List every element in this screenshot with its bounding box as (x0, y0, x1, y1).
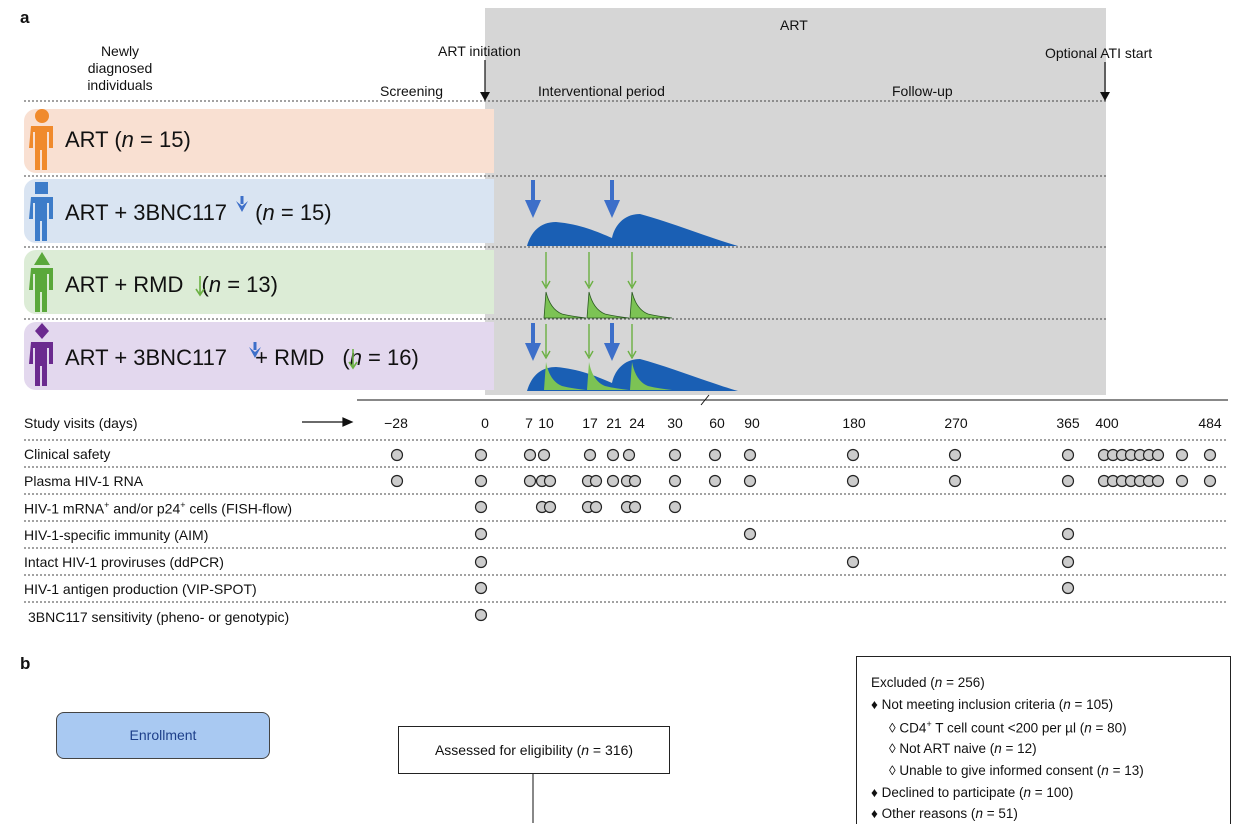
excluded-line-5: ♦ Declined to participate (n = 100) (871, 785, 1074, 800)
excluded-line-0: Excluded (n = 256) (871, 675, 985, 690)
visit-circles (390, 448, 1217, 622)
assay-row-separators (24, 439, 1228, 603)
pk-curves-rmd (543, 291, 673, 319)
dose-arrows-3bnc117 (525, 180, 620, 218)
row-aim: HIV-1-specific immunity (AIM) (24, 527, 209, 543)
day-tick-365: 365 (1056, 415, 1080, 431)
excluded-line-6: ♦ Other reasons (n = 51) (871, 806, 1018, 821)
interventional-label: Interventional period (538, 83, 665, 99)
arm-label-art: ART (n = 15) (65, 127, 191, 152)
person-icon-3bnc117 (29, 182, 53, 241)
study-visits-label: Study visits (days) (24, 415, 138, 431)
row-clinical-safety: Clinical safety (24, 446, 111, 462)
dose-arrows-rmd-combo (541, 324, 637, 360)
screening-label: Screening (380, 83, 444, 99)
row-plasma-rna: Plasma HIV-1 RNA (24, 473, 144, 489)
followup-label: Follow-up (892, 83, 953, 99)
day-tick-180: 180 (842, 415, 866, 431)
pk-curve-3bnc117 (527, 214, 738, 246)
day-tick-21: 21 (606, 415, 622, 431)
excluded-line-2: ◊ CD4+ T cell count <200 per µl (n = 80) (889, 719, 1127, 736)
day-tick-270: 270 (944, 415, 968, 431)
day-tick-90: 90 (744, 415, 760, 431)
person-icon-art (29, 109, 53, 170)
day-tick-neg28: −28 (384, 415, 408, 431)
newly-diagnosed-label: Newly diagnosed individuals (87, 43, 153, 93)
assessed-box: Assessed for eligibility (n = 316) (398, 726, 670, 774)
dose-arrows-rmd (541, 252, 637, 290)
arm-box-rmd (24, 250, 494, 314)
row-fish-flow: HIV-1 mRNA+ and/or p24+ cells (FISH-flow… (24, 500, 293, 517)
day-tick-400: 400 (1095, 415, 1119, 431)
arrow-icon-3bnc117-legend (236, 196, 248, 212)
arrow-icon-3bnc117-legend-combo (249, 342, 261, 358)
excluded-box: Excluded (n = 256) ♦ Not meeting inclusi… (856, 656, 1231, 824)
arm-separators (24, 100, 1106, 320)
day-tick-17: 17 (582, 415, 598, 431)
pk-curves-rmd-combo (544, 362, 672, 390)
day-tick-0: 0 (481, 415, 489, 431)
dose-arrows-3bnc117-combo (525, 323, 620, 361)
day-tick-24: 24 (629, 415, 645, 431)
arm-label-3bnc117: ART + 3BNC117 (n = 15) (65, 200, 332, 225)
row-vip-spot: HIV-1 antigen production (VIP-SPOT) (24, 581, 257, 597)
person-icon-rmd (29, 252, 53, 312)
row-ddpcr: Intact HIV-1 proviruses (ddPCR) (24, 554, 224, 570)
excluded-line-1: ♦ Not meeting inclusion criteria (n = 10… (871, 697, 1114, 712)
panel-a-letter: a (20, 8, 30, 27)
day-tick-30: 30 (667, 415, 683, 431)
day-tick-10: 10 (538, 415, 554, 431)
art-initiation-label: ART initiation (438, 43, 521, 59)
arm-box-art (24, 109, 494, 173)
arm-label-combo: ART + 3BNC117 + RMD (n = 16) (65, 345, 419, 370)
arm-label-rmd: ART + RMD (n = 13) (65, 272, 278, 297)
arrow-icon-rmd-legend-combo (348, 349, 358, 370)
arm-box-3bnc117 (24, 179, 494, 243)
arm-box-combo (24, 322, 494, 390)
study-visits-pointer (302, 417, 354, 427)
art-label: ART (780, 17, 808, 33)
optional-ati-label: Optional ATI start (1045, 45, 1153, 61)
excluded-line-3: ◊ Not ART naive (n = 12) (889, 741, 1037, 756)
enrollment-box: Enrollment (56, 712, 270, 759)
day-tick-484: 484 (1198, 415, 1222, 431)
row-sensitivity: 3BNC117 sensitivity (pheno- or genotypic… (28, 609, 290, 625)
day-tick-60: 60 (709, 415, 725, 431)
timeline-axis (357, 394, 1228, 406)
day-tick-7: 7 (525, 415, 533, 431)
person-icon-combo (29, 323, 53, 386)
panel-b-letter: b (20, 654, 31, 673)
arrow-icon-rmd-legend (195, 276, 205, 297)
excluded-line-4: ◊ Unable to give informed consent (n = 1… (889, 763, 1144, 778)
